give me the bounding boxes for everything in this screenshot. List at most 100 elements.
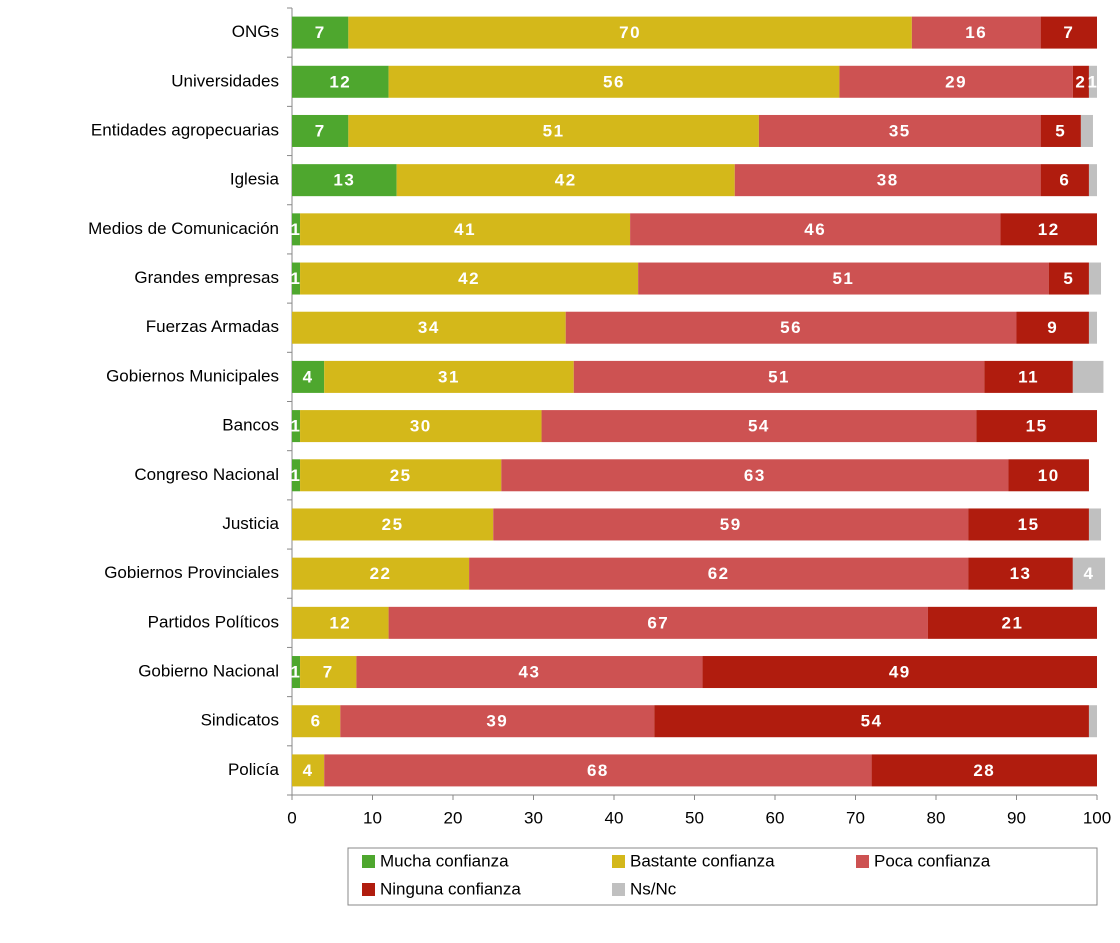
y-tick-label: Universidades xyxy=(171,71,279,90)
y-tick-label: Entidades agropecuarias xyxy=(91,120,279,139)
y-tick-label: Iglesia xyxy=(230,170,280,189)
data-label: 49 xyxy=(889,663,911,682)
data-label: 7 xyxy=(315,121,326,140)
legend-label: Ninguna confianza xyxy=(380,879,521,898)
bar-segment xyxy=(292,164,397,197)
data-label: 63 xyxy=(744,466,766,485)
bar-segment xyxy=(1008,459,1089,492)
bar-segment xyxy=(1048,262,1089,295)
data-label: 15 xyxy=(1026,417,1048,436)
legend-label: Mucha confianza xyxy=(380,851,509,870)
bar-segment xyxy=(734,164,1041,197)
bar-segment xyxy=(300,459,502,492)
data-label: 12 xyxy=(329,72,351,91)
bar-segment xyxy=(1088,164,1097,197)
data-label: 70 xyxy=(619,23,641,42)
bar-segment xyxy=(1088,262,1102,295)
data-label: 4 xyxy=(303,761,314,780)
bar-segment xyxy=(1088,311,1097,344)
data-label: 68 xyxy=(587,761,609,780)
data-label: 25 xyxy=(382,515,404,534)
data-label: 38 xyxy=(877,171,899,190)
bar-segment xyxy=(292,754,325,787)
bar-segment xyxy=(324,754,872,787)
bar-segment xyxy=(1040,164,1089,197)
data-label: 1 xyxy=(291,269,302,288)
bar-segment xyxy=(1088,508,1102,541)
y-tick-label: Bancos xyxy=(222,416,279,435)
bar-segment xyxy=(292,65,389,98)
data-label: 4 xyxy=(303,367,314,386)
y-tick-label: Gobierno Nacional xyxy=(138,662,279,681)
bar-segment xyxy=(300,656,357,689)
bar-segment xyxy=(300,213,631,246)
x-tick-label: 40 xyxy=(605,808,624,827)
bar-segment xyxy=(292,705,341,738)
bar-segment xyxy=(1040,114,1081,147)
bar-segment xyxy=(340,705,655,738)
data-label: 5 xyxy=(1055,121,1066,140)
data-label: 51 xyxy=(768,367,790,386)
x-tick-label: 100 xyxy=(1083,808,1111,827)
bar-segment xyxy=(348,16,912,49)
data-label: 56 xyxy=(603,72,625,91)
bar-segment xyxy=(292,410,301,443)
data-label: 16 xyxy=(965,23,987,42)
data-label: 34 xyxy=(418,318,440,337)
data-label: 39 xyxy=(486,712,508,731)
data-label: 54 xyxy=(748,417,770,436)
bar-segment xyxy=(541,410,977,443)
bar-segment xyxy=(871,754,1097,787)
legend-label: Ns/Nc xyxy=(630,879,677,898)
data-label: 1 xyxy=(1087,72,1098,91)
data-label: 46 xyxy=(804,220,826,239)
y-tick-label: Partidos Políticos xyxy=(148,612,279,631)
bar-segment xyxy=(654,705,1089,738)
bar-segment xyxy=(976,410,1097,443)
data-label: 1 xyxy=(291,466,302,485)
x-tick-label: 50 xyxy=(685,808,704,827)
data-label: 54 xyxy=(861,712,883,731)
bar-segment xyxy=(493,508,969,541)
bar-segment xyxy=(356,656,703,689)
data-label: 2 xyxy=(1075,72,1086,91)
data-label: 6 xyxy=(311,712,322,731)
y-tick-label: Congreso Nacional xyxy=(134,465,279,484)
bar-segment xyxy=(839,65,1073,98)
data-label: 51 xyxy=(543,121,565,140)
data-label: 13 xyxy=(1010,564,1032,583)
bar-segment xyxy=(1080,114,1093,147)
data-label: 4 xyxy=(1083,564,1094,583)
bar-segment xyxy=(292,311,566,344)
data-label: 9 xyxy=(1047,318,1058,337)
bar-segment xyxy=(292,606,389,639)
legend-label: Bastante confianza xyxy=(630,851,775,870)
bar-segment xyxy=(292,459,301,492)
bar-segment xyxy=(565,311,1017,344)
data-label: 11 xyxy=(1018,367,1039,386)
data-label: 29 xyxy=(945,72,967,91)
data-label: 1 xyxy=(291,220,302,239)
bar-segment xyxy=(501,459,1009,492)
bar-segment xyxy=(1072,557,1106,590)
bar-segment xyxy=(388,65,840,98)
bar-segment xyxy=(968,557,1073,590)
data-label: 7 xyxy=(1063,23,1074,42)
x-tick-label: 10 xyxy=(363,808,382,827)
x-tick-label: 80 xyxy=(927,808,946,827)
legend-swatch xyxy=(362,883,375,896)
y-tick-label: Sindicatos xyxy=(201,711,279,730)
data-label: 62 xyxy=(708,564,730,583)
data-label: 42 xyxy=(555,171,577,190)
bar-segment xyxy=(638,262,1049,295)
bar-segment xyxy=(1088,65,1097,98)
bar-segment xyxy=(292,213,301,246)
data-label: 42 xyxy=(458,269,480,288)
data-label: 15 xyxy=(1018,515,1040,534)
x-tick-label: 90 xyxy=(1007,808,1026,827)
data-label: 1 xyxy=(291,663,302,682)
x-tick-label: 20 xyxy=(444,808,463,827)
data-label: 35 xyxy=(889,121,911,140)
data-label: 31 xyxy=(438,367,460,386)
y-tick-label: Medios de Comunicación xyxy=(88,219,279,238)
